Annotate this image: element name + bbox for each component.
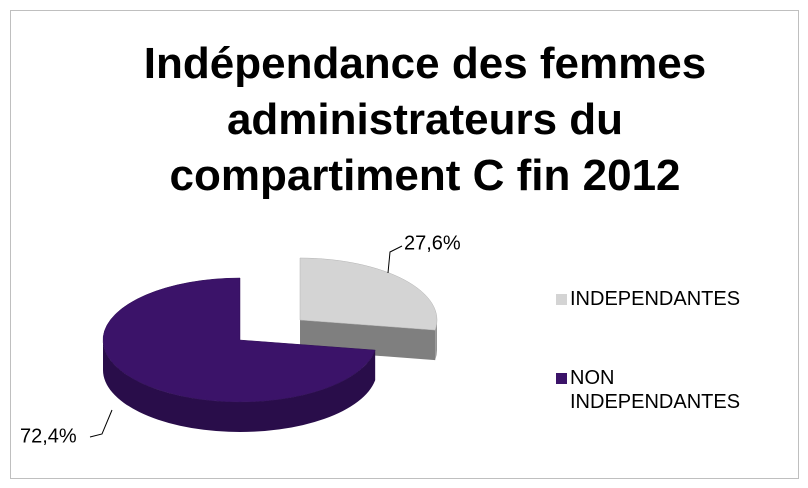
frame [10,10,799,479]
legend-label: INDEPENDANTES [570,288,741,310]
leader-line [89,409,113,438]
slice-side [435,320,437,361]
chart-title: Indépendance des femmes administrateurs … [143,39,707,200]
legend-swatch [556,294,567,305]
slice-top [102,277,376,403]
legend-item: INDEPENDANTES [556,287,790,311]
data-label: 72,4% [20,425,77,447]
data-label: 27,6% [404,232,461,254]
legend-item: NON INDEPENDANTES [556,366,740,414]
slice-side [103,340,376,432]
legend-label: NON INDEPENDANTES [570,367,741,413]
slice-top [299,257,438,331]
legend-swatch [556,373,567,384]
leader-line [387,245,403,274]
